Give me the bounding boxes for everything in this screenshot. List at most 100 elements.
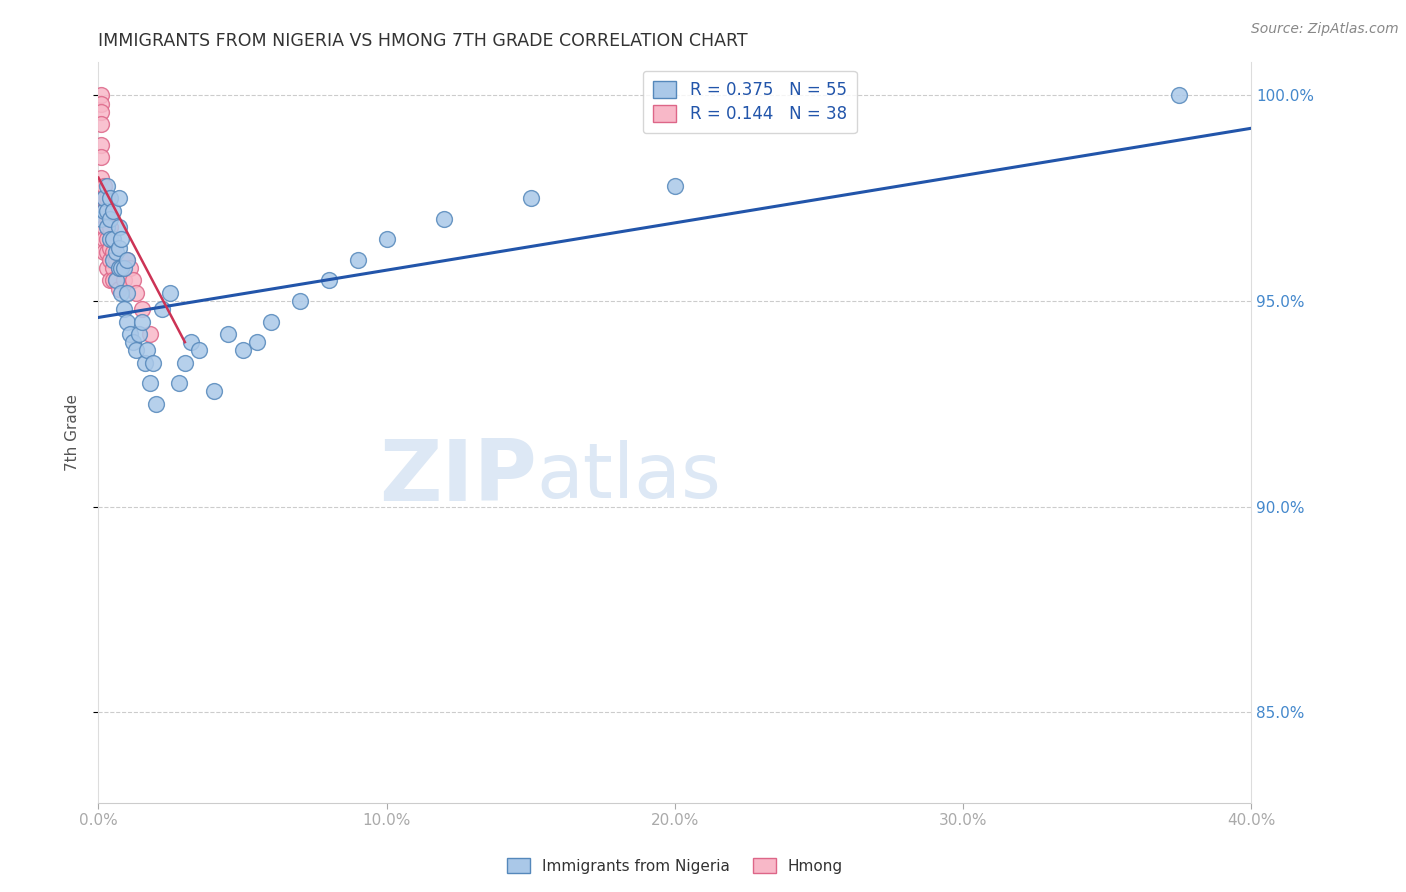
Point: [174, 356, 197, 370]
Point: [98, 219, 121, 234]
Point: [101, 273, 124, 287]
Legend: Immigrants from Nigeria, Hmong: Immigrants from Nigeria, Hmong: [501, 852, 849, 880]
Point: [122, 335, 145, 350]
Point: [117, 285, 139, 300]
Point: [664, 178, 686, 193]
Point: [110, 285, 132, 300]
Point: [101, 232, 124, 246]
Point: [98, 211, 121, 226]
Point: [96, 191, 118, 205]
Point: [134, 356, 156, 370]
Point: [318, 273, 340, 287]
Point: [90, 137, 112, 152]
Legend: R = 0.375   N = 55, R = 0.144   N = 38: R = 0.375 N = 55, R = 0.144 N = 38: [643, 70, 856, 133]
Point: [90, 88, 112, 103]
Point: [131, 302, 153, 317]
Point: [98, 232, 121, 246]
Point: [101, 203, 124, 218]
Point: [93, 191, 115, 205]
Point: [128, 326, 150, 341]
Point: [346, 252, 368, 267]
Point: [104, 273, 127, 287]
Point: [375, 232, 398, 246]
Point: [90, 191, 112, 205]
Point: [433, 211, 456, 226]
Point: [93, 219, 115, 234]
Point: [125, 285, 148, 300]
Point: [117, 252, 139, 267]
Text: ZIP: ZIP: [378, 435, 537, 518]
Point: [104, 273, 127, 287]
Point: [120, 261, 142, 276]
Point: [107, 241, 129, 255]
Point: [112, 273, 135, 287]
Point: [90, 104, 112, 119]
Text: atlas: atlas: [537, 440, 721, 514]
Point: [93, 203, 115, 218]
Point: [139, 326, 162, 341]
Point: [107, 282, 129, 296]
Point: [96, 178, 118, 193]
Point: [96, 203, 118, 218]
Point: [145, 397, 167, 411]
Point: [98, 273, 121, 287]
Point: [101, 261, 124, 276]
Point: [217, 326, 239, 341]
Point: [107, 261, 129, 276]
Point: [142, 356, 165, 370]
Point: [90, 170, 112, 185]
Point: [96, 211, 118, 226]
Text: Source: ZipAtlas.com: Source: ZipAtlas.com: [1251, 22, 1399, 37]
Point: [107, 191, 129, 205]
Point: [112, 261, 135, 276]
Point: [98, 252, 121, 267]
Point: [96, 232, 118, 246]
Point: [159, 285, 181, 300]
Point: [93, 203, 115, 218]
Point: [136, 343, 159, 358]
Text: IMMIGRANTS FROM NIGERIA VS HMONG 7TH GRADE CORRELATION CHART: IMMIGRANTS FROM NIGERIA VS HMONG 7TH GRA…: [98, 32, 748, 50]
Point: [98, 241, 121, 255]
Point: [110, 232, 132, 246]
Point: [110, 252, 132, 267]
Point: [90, 117, 112, 131]
Point: [131, 315, 153, 329]
Point: [122, 273, 145, 287]
Y-axis label: 7th Grade: 7th Grade: [65, 394, 80, 471]
Point: [90, 211, 112, 226]
Point: [96, 261, 118, 276]
Point: [93, 232, 115, 246]
Point: [107, 261, 129, 276]
Point: [150, 302, 173, 317]
Point: [180, 335, 202, 350]
Point: [125, 343, 148, 358]
Point: [90, 150, 112, 164]
Point: [93, 178, 115, 193]
Point: [98, 191, 121, 205]
Point: [90, 96, 112, 111]
Point: [93, 244, 115, 259]
Point: [202, 384, 225, 399]
Point: [110, 261, 132, 276]
Point: [104, 252, 127, 267]
Point: [117, 315, 139, 329]
Point: [117, 252, 139, 267]
Point: [167, 376, 190, 391]
Point: [520, 191, 543, 205]
Point: [96, 244, 118, 259]
Point: [101, 252, 124, 267]
Point: [246, 335, 269, 350]
Point: [101, 244, 124, 259]
Point: [1168, 88, 1191, 103]
Point: [120, 326, 142, 341]
Point: [290, 293, 312, 308]
Point: [104, 244, 127, 259]
Point: [139, 376, 162, 391]
Point: [107, 219, 129, 234]
Point: [96, 219, 118, 234]
Point: [93, 191, 115, 205]
Point: [112, 302, 135, 317]
Point: [260, 315, 283, 329]
Point: [188, 343, 211, 358]
Point: [231, 343, 254, 358]
